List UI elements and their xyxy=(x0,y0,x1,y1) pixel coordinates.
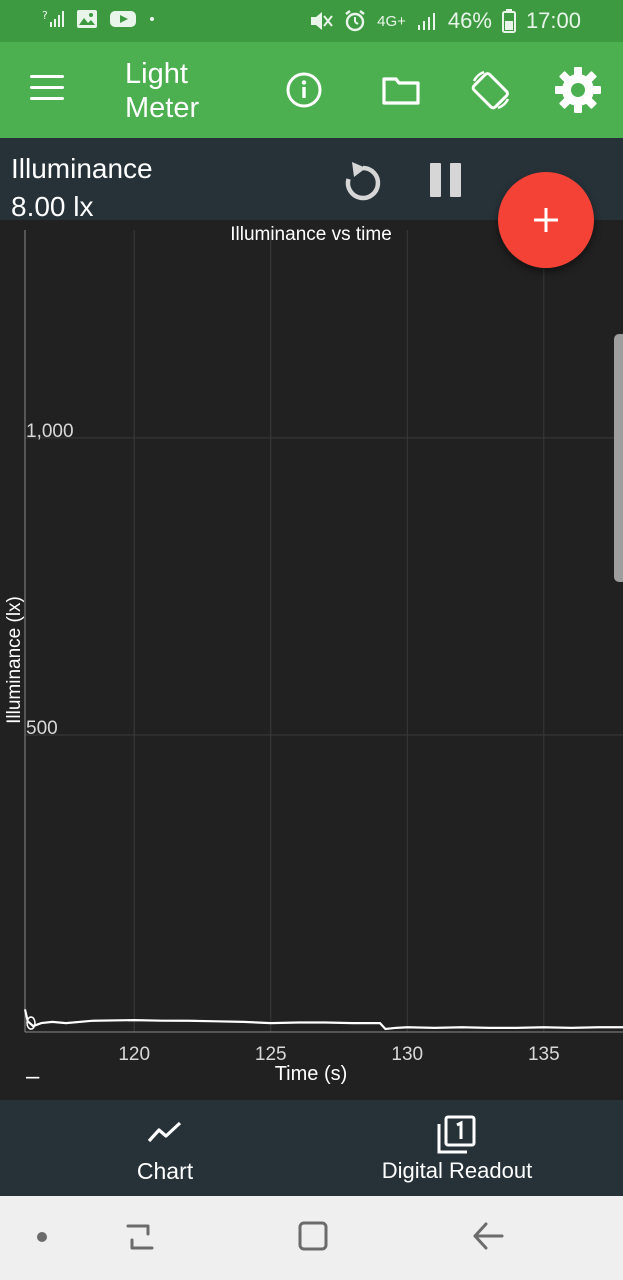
scroll-handle[interactable] xyxy=(614,334,623,582)
status-icons-right: 4G+ 46% 17:00 xyxy=(309,8,581,34)
screen-rotation-icon[interactable] xyxy=(468,67,514,113)
nav-digital-readout-label: Digital Readout xyxy=(381,1158,533,1183)
x-tick-label: 120 xyxy=(118,1044,150,1065)
x-tick-label: 135 xyxy=(528,1044,560,1065)
signal-icon xyxy=(417,13,435,30)
y-tick-label: 1,000 xyxy=(26,421,74,442)
bottom-nav: Chart Digital Readout xyxy=(0,1100,623,1196)
nav-digital-readout-tab[interactable]: Digital Readout xyxy=(372,1100,542,1196)
nav-chart-label: Chart xyxy=(136,1158,194,1184)
x-axis-label: Time (s) xyxy=(275,1063,348,1085)
chart-svg[interactable]: 120 125 130 135 500 1,000 Illuminance vs time T… xyxy=(0,220,623,1100)
add-fab-button[interactable] xyxy=(498,172,594,268)
y-axis-label: Illuminance (lx) xyxy=(4,596,25,724)
app-bar: Light Meter xyxy=(0,42,623,138)
readout-label: Illuminance xyxy=(11,153,153,184)
gallery-icon xyxy=(77,10,97,28)
status-bar: ? 4G+ xyxy=(0,0,623,42)
app-title: Light Meter xyxy=(125,58,200,124)
youtube-icon xyxy=(110,11,136,27)
reset-icon[interactable] xyxy=(340,160,386,206)
y-tick-label: 500 xyxy=(26,718,58,739)
folder-icon[interactable] xyxy=(380,69,422,111)
x-tick-label: 130 xyxy=(391,1044,423,1065)
trend-line-icon xyxy=(147,1121,182,1143)
battery-percent: 46% xyxy=(447,8,492,33)
menu-icon[interactable] xyxy=(30,75,66,105)
signal-question-icon: ? xyxy=(42,9,64,27)
illuminance-chart[interactable]: 120 125 130 135 500 1,000 Illuminance vs time T… xyxy=(0,220,623,1100)
info-icon[interactable] xyxy=(283,69,325,111)
readout-value: 8.00 lx xyxy=(11,191,94,222)
chart-title: Illuminance vs time xyxy=(230,224,392,245)
pause-icon[interactable] xyxy=(428,163,466,197)
system-nav-bar xyxy=(0,1196,623,1280)
nav-dot-icon[interactable] xyxy=(37,1232,47,1242)
status-icons-left: ? xyxy=(42,9,156,29)
svg-text:?: ? xyxy=(42,9,48,22)
mute-icon xyxy=(311,12,333,30)
nav-chart-tab[interactable]: Chart xyxy=(100,1100,230,1196)
x-tick-label: 125 xyxy=(255,1044,287,1065)
clock: 17:00 xyxy=(525,8,581,33)
network-type: 4G+ xyxy=(377,12,406,30)
recent-apps-icon[interactable] xyxy=(126,1224,154,1250)
series-line xyxy=(23,1009,623,1031)
start-marker xyxy=(26,1016,36,1030)
legend-mark: – xyxy=(26,1063,40,1090)
alarm-icon xyxy=(345,10,365,32)
back-icon[interactable] xyxy=(473,1222,504,1250)
plus-icon xyxy=(534,208,558,232)
digital-readout-icon xyxy=(437,1115,476,1154)
settings-gear-icon[interactable] xyxy=(553,65,603,115)
battery-icon xyxy=(501,9,516,33)
notification-dot-icon xyxy=(150,17,154,21)
home-icon[interactable] xyxy=(298,1221,328,1251)
